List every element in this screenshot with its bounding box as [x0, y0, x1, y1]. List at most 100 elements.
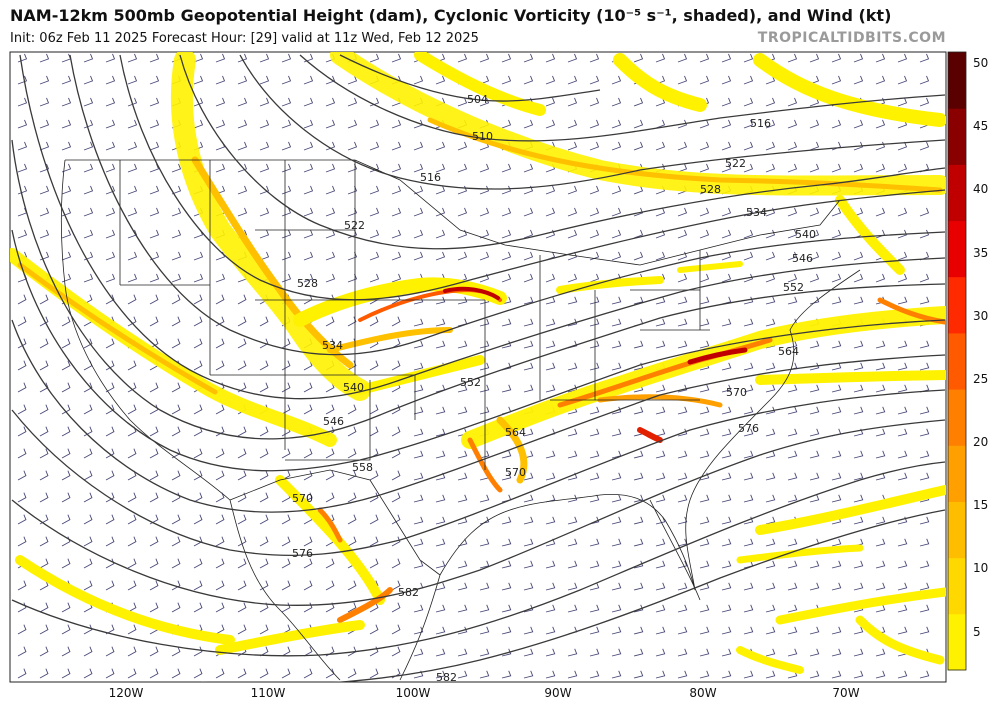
wind-barb [743, 450, 754, 459]
wind-barb [391, 229, 402, 239]
wind-barb [127, 360, 137, 371]
wind-barb [765, 362, 776, 371]
wind-barb [919, 538, 930, 547]
wind-barb [831, 362, 842, 371]
wind-barb [215, 75, 226, 85]
wind-barb [655, 494, 666, 503]
wind-barb [303, 558, 313, 569]
contour-label: 534 [322, 339, 343, 352]
wind-barb [193, 97, 204, 107]
wind-barb [83, 404, 93, 415]
wind-barb [391, 53, 402, 63]
wind-barb [215, 448, 225, 459]
wind-barb [875, 538, 886, 547]
wind-barb [369, 668, 379, 679]
wind-barb [787, 273, 798, 283]
wind-barb [347, 426, 357, 437]
wind-barb [655, 648, 666, 657]
wind-barb [743, 362, 754, 371]
wind-barb [853, 626, 864, 635]
wind-barb [149, 382, 159, 393]
wind-barb [743, 626, 754, 635]
wind-barb [897, 141, 908, 151]
wind-barb [501, 560, 512, 569]
wind-barb [721, 251, 732, 261]
wind-barb [435, 582, 446, 591]
wind-barb [655, 560, 666, 569]
wind-barb [721, 163, 732, 173]
wind-barb [501, 450, 512, 459]
wind-barb [105, 668, 115, 679]
contour-label: 516 [420, 171, 441, 184]
wind-barb [127, 382, 137, 393]
wind-barb [105, 360, 115, 371]
wind-barb [787, 450, 798, 459]
wind-barb [259, 316, 269, 327]
wind-barb [919, 604, 930, 613]
wind-barb [435, 648, 446, 657]
wind-barb [677, 273, 688, 283]
wind-barb [237, 207, 248, 217]
wind-barb [303, 602, 313, 613]
wind-barb [721, 384, 732, 393]
wind-barb [721, 670, 732, 679]
wind-barb [875, 273, 886, 283]
wind-barb [743, 318, 754, 327]
wind-barb [589, 472, 600, 481]
wind-barb [215, 492, 225, 503]
wind-barb [149, 668, 159, 679]
wind-barb [743, 75, 754, 85]
wind-barb [215, 558, 225, 569]
wind-barb [897, 273, 908, 283]
wind-barb [17, 580, 27, 591]
wind-barb [501, 75, 512, 85]
wind-barb [303, 163, 314, 173]
wind-barb [589, 53, 600, 63]
wind-barb [17, 602, 27, 613]
wind-barb [193, 646, 203, 657]
wind-barb [149, 53, 160, 63]
wind-barb [875, 53, 886, 63]
wind-barb [193, 536, 203, 547]
wind-barb [17, 536, 27, 547]
wind-barb [501, 185, 512, 195]
wind-barb [325, 119, 336, 129]
wind-barb [611, 296, 622, 305]
wind-barb [875, 560, 886, 569]
wind-barb [831, 472, 842, 481]
wind-barb [171, 470, 181, 481]
wind-barb [171, 602, 181, 613]
wind-barb [105, 75, 116, 85]
wind-barb [677, 604, 688, 613]
wind-barb [457, 538, 468, 547]
wind-barb [831, 207, 842, 217]
wind-barb [193, 251, 204, 261]
wind-barb [61, 163, 72, 173]
wind-barb [127, 119, 138, 129]
lon-label-80w: 80W [689, 686, 716, 700]
wind-barb [479, 582, 490, 591]
contour-labels: 504 510 516 516 522 522 528 528 534 534 540 540 546 5… [292, 93, 816, 682]
wind-barb [127, 646, 137, 657]
wind-barb [479, 163, 490, 173]
wind-barb [919, 53, 930, 63]
wind-barb [633, 207, 644, 217]
colorbar-tick-label: 40 [973, 182, 988, 196]
wind-barb [787, 626, 798, 635]
wind-barb [369, 163, 380, 173]
wind-barb [171, 185, 182, 195]
wind-barb [457, 626, 468, 635]
wind-barb [413, 516, 424, 525]
wind-barb [237, 316, 247, 327]
wind-barb [721, 582, 732, 591]
wind-barb [435, 450, 446, 459]
wind-barb [787, 119, 798, 129]
wind-barb [589, 406, 600, 415]
wind-barb [809, 163, 820, 173]
wind-barb [83, 97, 94, 107]
wind-barb [281, 646, 291, 657]
wind-barb [369, 360, 379, 371]
wind-barb [391, 624, 401, 635]
wind-barb [699, 163, 710, 173]
wind-barb [303, 273, 314, 283]
